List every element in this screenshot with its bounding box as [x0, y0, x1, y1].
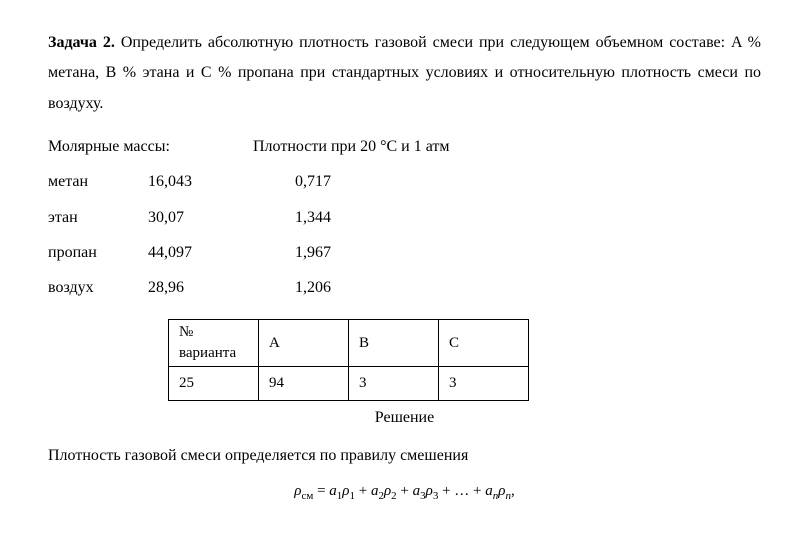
a-symbol: a [485, 483, 493, 499]
molar-mass: 16,043 [148, 164, 253, 199]
variant-header-a: A [259, 320, 349, 367]
molar-mass: 44,097 [148, 235, 253, 270]
equals: = [313, 483, 329, 499]
solution-label: Решение [48, 403, 761, 433]
variant-header-c: C [439, 320, 529, 367]
molar-row: воздух 28,96 1,206 [48, 270, 761, 305]
molar-masses-block: Молярные массы: Плотности при 20 °С и 1 … [48, 129, 761, 305]
molar-row: этан 30,07 1,344 [48, 200, 761, 235]
molar-heading-left: Молярные массы: [48, 129, 253, 164]
plus: + [355, 483, 371, 499]
molar-header-row: Молярные массы: Плотности при 20 °С и 1 … [48, 129, 761, 164]
substance-name: воздух [48, 270, 148, 305]
variant-c: 3 [439, 367, 529, 401]
rho-symbol: ρ [342, 483, 349, 499]
density-value: 1,967 [253, 235, 373, 270]
task-text: Определить абсолютную плотность газовой … [48, 34, 761, 112]
plus: + [397, 483, 413, 499]
molar-heading-right: Плотности при 20 °С и 1 атм [253, 129, 453, 164]
comma: , [511, 483, 515, 499]
density-value: 1,206 [253, 270, 373, 305]
dots: + … + [438, 483, 485, 499]
variant-table: № варианта A B C 25 94 3 3 [168, 319, 529, 401]
density-value: 0,717 [253, 164, 373, 199]
mixing-formula: ρсм = a1ρ1 + a2ρ2 + a3ρ3 + … + anρn, [48, 477, 761, 507]
substance-name: метан [48, 164, 148, 199]
variant-header-num: № варианта [169, 320, 259, 367]
table-row: № варианта A B C [169, 320, 529, 367]
molar-mass: 28,96 [148, 270, 253, 305]
sub-cm: см [301, 490, 313, 502]
molar-row: пропан 44,097 1,967 [48, 235, 761, 270]
substance-name: этан [48, 200, 148, 235]
solution-intro: Плотность газовой смеси определяется по … [48, 441, 761, 471]
a-symbol: a [329, 483, 337, 499]
variant-word: варианта [179, 345, 236, 361]
molar-mass: 30,07 [148, 200, 253, 235]
density-value: 1,344 [253, 200, 373, 235]
num-sign: № [179, 324, 193, 340]
substance-name: пропан [48, 235, 148, 270]
task-prompt: Задача 2. Определить абсолютную плотност… [48, 28, 761, 119]
variant-a: 94 [259, 367, 349, 401]
task-label: Задача 2. [48, 34, 115, 51]
variant-b: 3 [349, 367, 439, 401]
variant-num: 25 [169, 367, 259, 401]
table-row: 25 94 3 3 [169, 367, 529, 401]
variant-header-b: B [349, 320, 439, 367]
molar-row: метан 16,043 0,717 [48, 164, 761, 199]
rho-symbol: ρ [426, 483, 433, 499]
